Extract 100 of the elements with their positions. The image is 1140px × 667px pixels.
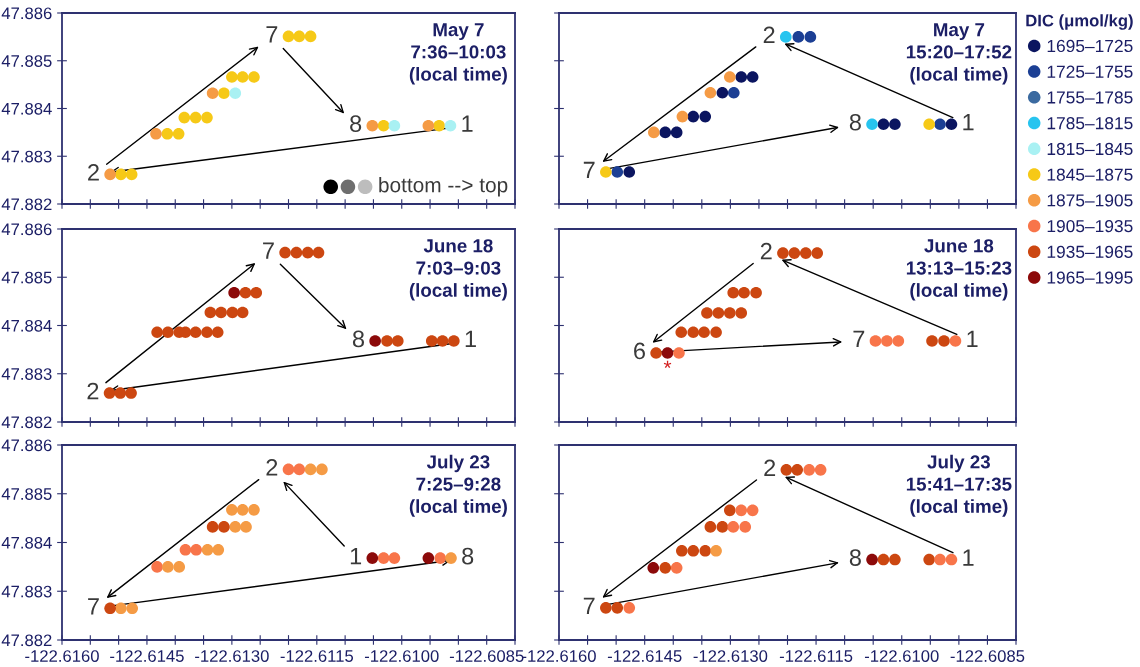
point (889, 118, 901, 131)
point (448, 335, 460, 347)
point (211, 326, 224, 339)
point (236, 71, 249, 83)
annotation: 2 (764, 459, 776, 476)
point (236, 504, 249, 516)
point (945, 118, 958, 131)
point (422, 552, 435, 564)
legend-label: 1695–1725 (1047, 39, 1133, 53)
annotation: 1 (963, 549, 974, 566)
point (670, 562, 683, 574)
point (248, 504, 260, 516)
point (229, 521, 242, 533)
point (190, 544, 203, 556)
point (675, 326, 688, 339)
point (366, 552, 379, 564)
point (115, 168, 127, 181)
point (791, 464, 804, 476)
point (866, 118, 878, 131)
y-tick-label: 47.885 (1, 271, 52, 284)
point (282, 30, 295, 43)
point (388, 119, 401, 132)
point (162, 561, 174, 573)
point (699, 544, 712, 557)
point (388, 552, 401, 564)
point (659, 126, 672, 139)
point (926, 335, 938, 347)
point (206, 87, 219, 100)
y-tick-label: 47.882 (1, 634, 52, 647)
point (218, 87, 230, 100)
point (716, 521, 729, 533)
point (710, 544, 722, 557)
point (723, 504, 736, 517)
x-tick-label: -122.6115 (779, 650, 853, 662)
text: June 18 13:13–15:23 (local time) (906, 239, 1012, 301)
point (215, 306, 227, 319)
point (104, 168, 116, 181)
point (115, 602, 127, 615)
point (600, 166, 612, 178)
y-tick-label: 47.886 (1, 7, 52, 20)
point (938, 335, 950, 347)
point (279, 246, 291, 259)
point (282, 463, 295, 476)
point (240, 521, 252, 533)
point (301, 246, 314, 259)
text: May 7 15:20–17:52 (local time) (906, 23, 1012, 85)
point (811, 247, 824, 259)
x-tick-label: -122.6145 (110, 650, 184, 662)
annotation: 8 (350, 115, 362, 133)
point (433, 119, 445, 132)
point (866, 553, 878, 566)
point (600, 602, 612, 614)
annotation: 8 (352, 330, 365, 348)
point (204, 306, 217, 319)
y-tick-label: 47.886 (1, 223, 52, 236)
point (377, 552, 390, 564)
x-tick-label: -122.6085 (950, 650, 1025, 662)
annotation: 8 (849, 549, 861, 566)
y-tick-label: 47.883 (1, 150, 52, 163)
point (659, 562, 672, 574)
point (162, 326, 174, 339)
point (648, 126, 660, 139)
point (704, 86, 717, 99)
point (788, 247, 801, 259)
x-tick-label: -122.6130 (693, 650, 768, 662)
point (723, 71, 736, 83)
point (293, 463, 306, 476)
point (704, 521, 717, 533)
annotation: 7 (853, 330, 865, 348)
point (445, 552, 457, 564)
annotation: 1 (350, 547, 362, 565)
y-tick-label: 47.882 (1, 416, 52, 429)
point (173, 561, 186, 573)
point (161, 128, 174, 140)
point (436, 335, 449, 347)
y-tick-label: 47.883 (1, 585, 52, 598)
point (673, 347, 685, 359)
point (804, 31, 817, 43)
point (934, 118, 946, 131)
point (172, 128, 185, 140)
point (716, 86, 729, 99)
point (889, 553, 901, 566)
text: July 23 15:41–17:35 (local time) (906, 454, 1012, 517)
point (710, 326, 722, 339)
x-tick-label: -122.6100 (864, 650, 939, 662)
point (687, 544, 700, 557)
point (949, 335, 962, 347)
point (425, 335, 438, 347)
point (125, 387, 137, 399)
point (201, 111, 213, 124)
point (611, 166, 624, 178)
point (178, 111, 191, 124)
point (151, 326, 163, 339)
legend-label: 1725–1755 (1047, 65, 1133, 78)
y-tick-label: 47.883 (1, 368, 52, 380)
point (676, 110, 689, 123)
annotation: 1 (462, 115, 473, 132)
legend-label: 1875–1905 (1047, 194, 1133, 207)
point (103, 387, 116, 399)
point (727, 86, 740, 99)
